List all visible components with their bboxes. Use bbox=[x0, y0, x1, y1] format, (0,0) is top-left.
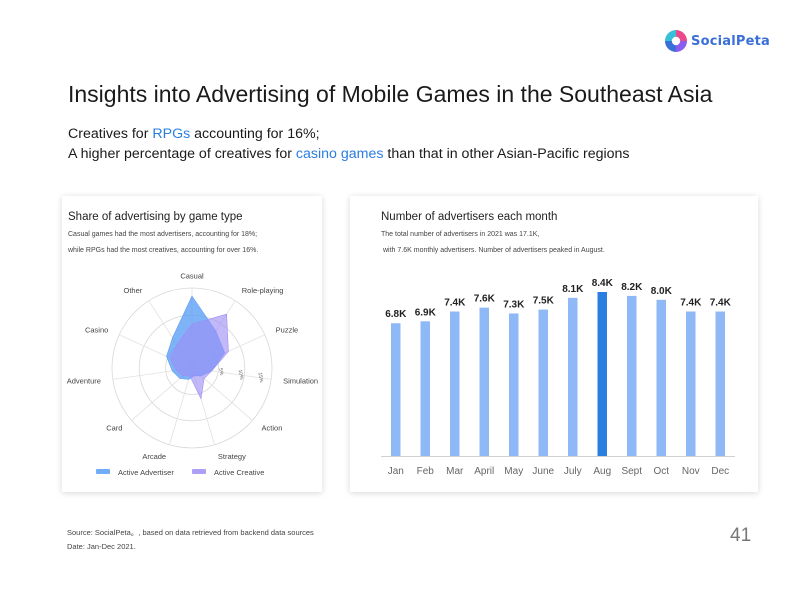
bar-value-label-aug: 8.4K bbox=[592, 278, 614, 289]
radar-ring-label-1: 5% bbox=[217, 368, 224, 377]
bar-tick-label-jan: Jan bbox=[388, 466, 404, 477]
radar-ring-label-2: 10% bbox=[237, 369, 245, 380]
bar-tick-label-may: May bbox=[504, 466, 523, 477]
radar-axis-label-casino: Casino bbox=[85, 325, 108, 334]
bar-jan bbox=[391, 323, 401, 456]
logo-text: SocialPeta bbox=[691, 33, 771, 49]
radar-axis-label-casual: Casual bbox=[180, 272, 204, 281]
bar-tick-label-july: July bbox=[564, 466, 582, 477]
radar-axis-label-action: Action bbox=[262, 424, 283, 433]
bar-july bbox=[568, 297, 578, 456]
bar-card-note-1: The total number of advertisers in 2021 … bbox=[381, 231, 540, 238]
bar-value-label-nov: 7.4K bbox=[680, 298, 702, 309]
bar-chart: 6.8K Jan 6.9K Feb 7.4K Mar 7.6K April 7.3K May 7.5… bbox=[381, 278, 735, 477]
bar-oct bbox=[656, 299, 666, 456]
radar-axis-label-adventure: Adventure bbox=[67, 377, 101, 386]
subtitle-line-1: Creatives for RPGs accounting for 16%; bbox=[68, 126, 320, 142]
radar-spoke-arcade bbox=[169, 367, 193, 445]
page-title: Insights into Advertising of Mobile Game… bbox=[68, 81, 713, 107]
bar-value-label-jan: 6.8K bbox=[385, 309, 407, 320]
radar-axis-label-other: Other bbox=[123, 286, 142, 295]
radar-axis-label-role-playing: Role-playing bbox=[242, 286, 284, 295]
radar-axis-label-arcade: Arcade bbox=[142, 452, 166, 461]
bar-value-label-oct: 8.0K bbox=[651, 286, 673, 297]
radar-card: Share of advertising by game type Casual… bbox=[62, 196, 322, 492]
bar-june bbox=[538, 309, 548, 456]
bar-tick-label-dec: Dec bbox=[711, 466, 729, 477]
bar-tick-label-feb: Feb bbox=[417, 466, 435, 477]
socialpeta-logo: SocialPeta bbox=[664, 28, 770, 54]
date-text: Date: Jan-Dec 2021. bbox=[67, 542, 136, 551]
radar-axis-label-puzzle: Puzzle bbox=[276, 325, 299, 334]
source-note: Source: SocialPeta。, based on data retri… bbox=[67, 526, 314, 554]
bar-tick-label-april: April bbox=[474, 466, 494, 477]
legend-swatch-active-advertiser bbox=[96, 469, 110, 474]
legend-label-active-advertiser: Active Advertiser bbox=[118, 468, 174, 477]
source-text: Source: SocialPeta。, based on data retri… bbox=[67, 528, 314, 537]
bar-value-label-sept: 8.2K bbox=[621, 282, 643, 293]
radar-card-note-2: while RPGs had the most creatives, accou… bbox=[68, 247, 259, 254]
bar-mar bbox=[450, 311, 460, 456]
radar-axis-label-card: Card bbox=[106, 424, 122, 433]
bar-value-label-mar: 7.4K bbox=[444, 298, 466, 309]
radar-axis-label-simulation: Simulation bbox=[283, 377, 318, 386]
bar-april bbox=[479, 307, 489, 456]
bar-tick-label-sept: Sept bbox=[621, 466, 642, 477]
radar-card-title: Share of advertising by game type bbox=[68, 211, 243, 223]
bar-tick-label-june: June bbox=[532, 466, 554, 477]
bar-feb bbox=[420, 321, 430, 456]
bar-value-label-feb: 6.9K bbox=[415, 307, 437, 318]
highlight-casino: casino games bbox=[295, 146, 384, 162]
bar-dec bbox=[715, 311, 725, 456]
radar-series-active-creative bbox=[169, 313, 229, 400]
legend-swatch-active-creative bbox=[192, 469, 206, 474]
radar-ring-label-3: 15% bbox=[256, 372, 264, 383]
bar-sept bbox=[627, 295, 637, 456]
bar-may bbox=[509, 313, 519, 456]
bar-value-label-june: 7.5K bbox=[533, 296, 555, 307]
radar-card-note-1: Casual games had the most advertisers, a… bbox=[68, 231, 258, 238]
page-number: 41 bbox=[730, 525, 752, 546]
bar-aug bbox=[597, 292, 607, 456]
bar-card-title: Number of advertisers each month bbox=[381, 211, 558, 223]
bar-tick-label-nov: Nov bbox=[682, 466, 700, 477]
bar-value-label-dec: 7.4K bbox=[710, 298, 732, 309]
bar-tick-label-aug: Aug bbox=[593, 466, 611, 477]
radar-chart: 5% 10% 15% Casual Role-playing Puzzle Simulati… bbox=[67, 272, 318, 478]
page-subtitle: Creatives for RPGs accounting for 16%; A… bbox=[68, 124, 630, 164]
radar-axis-label-strategy: Strategy bbox=[218, 452, 246, 461]
subtitle-line-2: A higher percentage of creatives for cas… bbox=[68, 146, 630, 162]
bar-tick-label-oct: Oct bbox=[653, 466, 669, 477]
bar-value-label-april: 7.6K bbox=[474, 294, 496, 305]
bar-card: Number of advertisers each month The tot… bbox=[350, 196, 758, 492]
legend-label-active-creative: Active Creative bbox=[214, 468, 264, 477]
bar-tick-label-mar: Mar bbox=[446, 466, 464, 477]
bar-card-note-2: with 7.6K monthly advertisers. Number of… bbox=[383, 247, 605, 254]
highlight-rpgs: RPGs bbox=[152, 126, 191, 142]
bar-value-label-may: 7.3K bbox=[503, 299, 525, 310]
bar-value-label-july: 8.1K bbox=[562, 284, 584, 295]
bar-nov bbox=[686, 311, 696, 456]
socialpeta-logo-icon bbox=[665, 30, 687, 52]
